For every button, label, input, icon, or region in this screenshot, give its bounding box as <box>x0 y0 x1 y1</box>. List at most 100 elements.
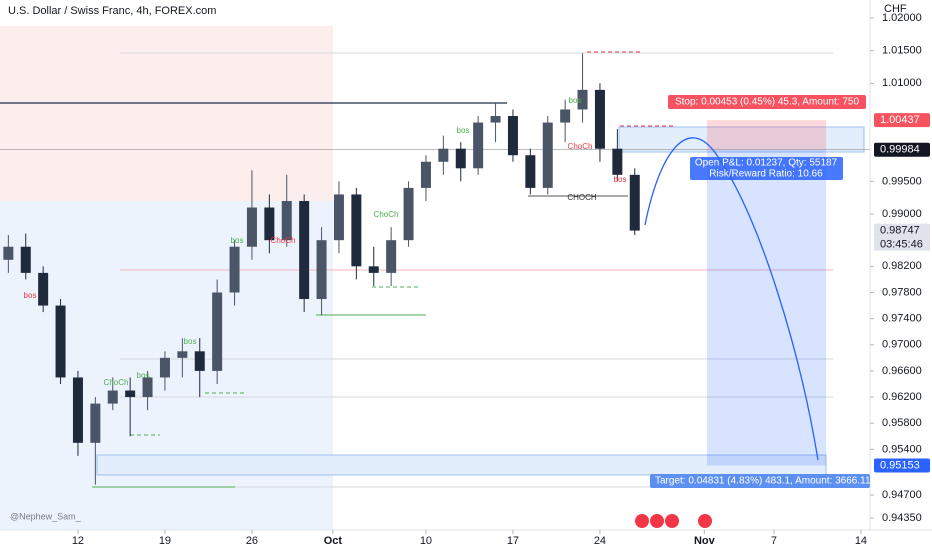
candle-body <box>194 351 205 371</box>
watermark: @Nephew_Sam_ <box>10 511 82 521</box>
price-label-box <box>874 458 930 473</box>
price-label: 0.95153 <box>880 459 920 471</box>
candle-body <box>142 377 153 398</box>
y-tick-label: 0.95400 <box>882 443 922 455</box>
pnl-box <box>690 157 843 180</box>
x-tick-label: 7 <box>771 535 777 547</box>
x-tick-label: 19 <box>159 535 171 547</box>
price-label-box <box>874 142 930 157</box>
candle-body <box>629 174 640 231</box>
candle-body <box>316 240 327 300</box>
candle-body <box>507 116 518 156</box>
candle-body <box>525 155 536 188</box>
y-tick-label: 0.95800 <box>882 417 922 429</box>
structure-label: ChoCh <box>104 378 129 387</box>
price-label-box <box>874 223 930 238</box>
candle-body <box>368 266 379 273</box>
structure-label: ChoCh <box>374 210 399 219</box>
candle-body <box>594 89 605 149</box>
candle-body <box>38 272 49 306</box>
candle-body <box>299 200 310 300</box>
candle-body <box>577 89 588 110</box>
event-icons <box>635 514 712 528</box>
candle-body <box>542 122 553 188</box>
x-tick-label: 14 <box>855 535 867 547</box>
pnl-text: Open P&L: 0.01237, Qty: 55187 <box>695 158 838 169</box>
candle-body <box>333 194 344 241</box>
x-tick-label: 17 <box>507 535 519 547</box>
candle-body <box>177 351 188 358</box>
candle-body <box>246 207 257 247</box>
structure-label: bos <box>137 371 150 380</box>
structure-label: bos <box>569 96 582 105</box>
candle-body <box>455 148 466 169</box>
candle-body <box>386 240 397 273</box>
candle-body <box>612 148 623 175</box>
price-label-box <box>874 113 930 128</box>
x-tick-label: 10 <box>420 535 432 547</box>
y-tick-label: 0.98200 <box>882 260 922 272</box>
candle-body <box>55 305 66 378</box>
target-text: Target: 0.04831 (4.83%) 483.1, Amount: 3… <box>655 476 871 487</box>
y-tick-label: 0.97400 <box>882 313 922 325</box>
chart-title: U.S. Dollar / Swiss Franc, 4h, FOREX.com <box>8 5 216 17</box>
candle-body <box>159 357 170 378</box>
y-tick-label: 0.99500 <box>882 175 922 187</box>
target-zone <box>706 149 827 466</box>
stop-box <box>668 95 866 109</box>
x-tick-label: 26 <box>246 535 258 547</box>
structure-label: bos <box>457 126 470 135</box>
position <box>0 120 870 466</box>
candle-body <box>212 292 223 371</box>
x-tick-label: Oct <box>324 535 343 547</box>
x-tick-label: Nov <box>694 535 716 547</box>
candle-body <box>72 377 83 443</box>
structure-label: bos <box>231 236 244 245</box>
candle-body <box>438 148 449 162</box>
y-tick-label: 1.01500 <box>882 45 922 57</box>
candle-body <box>3 246 14 260</box>
price-label: 0.99984 <box>880 144 920 156</box>
x-tick-label: 24 <box>594 535 606 547</box>
structure-label: bos <box>24 291 37 300</box>
y-tick-label: 1.02000 <box>882 12 922 24</box>
candle-body <box>490 116 501 123</box>
structure-label: ChoCh <box>568 142 593 151</box>
order-block <box>96 454 827 476</box>
candle-body <box>473 122 484 169</box>
candles <box>3 53 640 485</box>
y-tick-label: 0.99000 <box>882 208 922 220</box>
y-tick-label: 0.97800 <box>882 286 922 298</box>
y-tick-label: 0.97000 <box>882 339 922 351</box>
candle-body <box>281 200 292 241</box>
structure-label: CHOCH <box>567 193 597 202</box>
candle-body <box>125 390 136 398</box>
y-tick-label: 0.94700 <box>882 489 922 501</box>
x-tick-label: 12 <box>72 535 84 547</box>
order-block <box>618 126 865 153</box>
candle-body <box>420 161 431 188</box>
candle-body <box>229 246 240 293</box>
axis-unit: CHF <box>884 3 907 15</box>
target-clip: Target: 0.04831 (4.83%) 483.1, Amount: 3… <box>655 476 871 487</box>
candle-body <box>560 109 571 123</box>
price-label: 0.98747 <box>880 224 920 236</box>
structure-label: ChoCh <box>271 236 296 245</box>
target-box <box>650 474 870 488</box>
stop-zone <box>706 120 827 150</box>
y-tick-label: 0.96600 <box>882 365 922 377</box>
candle-body <box>107 390 118 404</box>
stop-text: Stop: 0.00453 (0.45%) 45.3, Amount: 750 <box>675 97 859 108</box>
candle-body <box>20 246 31 273</box>
countdown-box <box>874 237 930 251</box>
price-label: 1.00437 <box>880 114 920 126</box>
rr-text: Risk/Reward Ratio: 10.66 <box>709 169 823 180</box>
y-tick-label: 0.96200 <box>882 391 922 403</box>
countdown: 03:45:46 <box>880 238 923 250</box>
structure-label: bos <box>184 337 197 346</box>
structure-label: bos <box>614 175 627 184</box>
supply-zone <box>0 26 333 201</box>
y-tick-label: 1.01000 <box>882 77 922 89</box>
candle-body <box>90 403 101 443</box>
